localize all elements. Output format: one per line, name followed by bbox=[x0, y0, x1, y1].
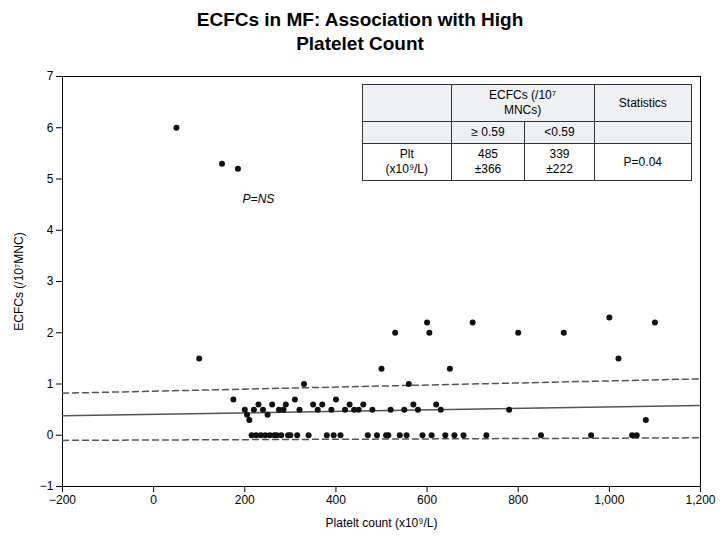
html-text:ECFCs in MF: Association with: ECFCs in MF: Association with High bbox=[196, 9, 524, 30]
svg-text:ECFCs (/10⁷MNC): ECFCs (/10⁷MNC) bbox=[12, 232, 26, 330]
svg-text:−1: −1 bbox=[40, 479, 54, 493]
svg-text:200: 200 bbox=[235, 493, 255, 507]
html-text:<0.59: <0.59 bbox=[544, 125, 575, 139]
svg-text:P=NS: P=NS bbox=[243, 192, 275, 206]
svg-text:400: 400 bbox=[326, 493, 346, 507]
html-text:P=0.04: P=0.04 bbox=[623, 154, 662, 169]
svg-text:3: 3 bbox=[47, 274, 54, 288]
svg-text:1,200: 1,200 bbox=[685, 493, 715, 507]
html-text:Statistics: Statistics bbox=[618, 95, 667, 110]
html-text:Platelet Count: Platelet Count bbox=[296, 33, 424, 54]
svg-text:1,000: 1,000 bbox=[594, 493, 624, 507]
svg-text:2: 2 bbox=[47, 326, 54, 340]
svg-text:Platelt count (x10⁹/L): Platelt count (x10⁹/L) bbox=[326, 516, 438, 530]
svg-text:1: 1 bbox=[47, 377, 54, 391]
svg-text:0: 0 bbox=[47, 428, 54, 442]
html-text:339 ±222: 339 ±222 bbox=[546, 147, 573, 176]
html-text:ECFCs (/10⁷ MNCs): ECFCs (/10⁷ MNCs) bbox=[489, 88, 557, 117]
svg-text:5: 5 bbox=[47, 172, 54, 186]
svg-text:800: 800 bbox=[508, 493, 528, 507]
html-text:≥ 0.59: ≥ 0.59 bbox=[471, 125, 505, 139]
html-text:Plt (x10⁹/L): Plt (x10⁹/L) bbox=[385, 147, 428, 176]
html-text:485 ±366: 485 ±366 bbox=[474, 147, 502, 176]
svg-text:7: 7 bbox=[47, 69, 54, 83]
svg-text:4: 4 bbox=[47, 223, 54, 237]
svg-text:0: 0 bbox=[150, 493, 157, 507]
svg-text:6: 6 bbox=[47, 121, 54, 135]
svg-text:−200: −200 bbox=[49, 493, 76, 507]
svg-text:600: 600 bbox=[417, 493, 437, 507]
